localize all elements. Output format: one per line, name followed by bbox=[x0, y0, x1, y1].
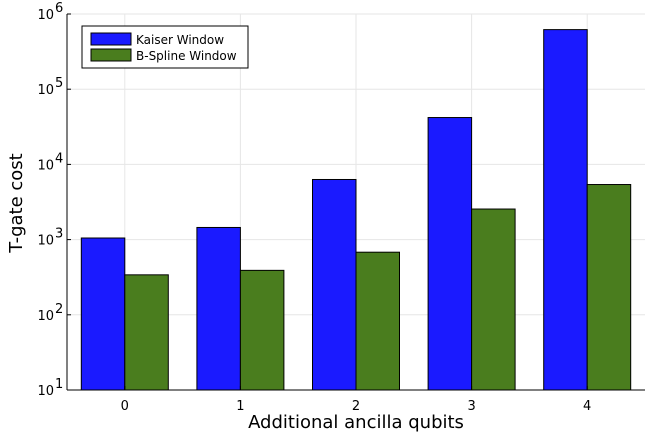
bar-kaiser-window-2 bbox=[312, 178, 357, 391]
y-tick-label-3: 10 bbox=[37, 158, 54, 173]
y-tick-exponent-5: 6 bbox=[55, 1, 63, 16]
bar-kaiser-window-0 bbox=[80, 237, 126, 391]
x-tick-label-3: 3 bbox=[467, 399, 475, 414]
bar-b-spline-window-0 bbox=[124, 274, 169, 391]
bar-b-spline-window-1 bbox=[239, 269, 285, 391]
legend-label-0: Kaiser Window bbox=[136, 33, 224, 47]
x-tick-label-1: 1 bbox=[236, 399, 244, 414]
bar-kaiser-window-1 bbox=[196, 226, 241, 391]
ticks: 10 110 210 310 410 510 60 1 2 3 4 bbox=[37, 1, 591, 414]
y-tick-exponent-2: 3 bbox=[55, 227, 63, 242]
legend: Kaiser Window B-Spline Window bbox=[81, 25, 249, 69]
x-tick-label-0: 0 bbox=[121, 399, 129, 414]
y-tick-exponent-0: 1 bbox=[55, 377, 63, 392]
legend-label-1: B-Spline Window bbox=[136, 49, 237, 63]
bar-b-spline-window-2 bbox=[355, 251, 400, 391]
y-tick-label-0: 10 bbox=[37, 384, 54, 399]
y-tick-exponent-1: 2 bbox=[55, 302, 63, 317]
x-axis-label: Additional ancilla qubits bbox=[248, 412, 464, 432]
y-tick-label-5: 10 bbox=[37, 8, 54, 23]
x-tick-label-4: 4 bbox=[583, 399, 591, 414]
y-tick-label-1: 10 bbox=[37, 309, 54, 324]
bars bbox=[80, 29, 632, 391]
y-tick-label-4: 10 bbox=[37, 83, 54, 98]
y-axis-label: T-gate cost bbox=[6, 153, 27, 254]
bar-b-spline-window-4 bbox=[586, 184, 632, 391]
bar-kaiser-window-4 bbox=[543, 29, 588, 391]
y-tick-exponent-4: 5 bbox=[55, 76, 63, 91]
legend-swatch-0 bbox=[90, 32, 132, 46]
y-tick-exponent-3: 4 bbox=[55, 151, 63, 166]
bar-b-spline-window-3 bbox=[471, 208, 516, 391]
legend-swatch-1 bbox=[90, 48, 132, 62]
y-tick-label-2: 10 bbox=[37, 234, 54, 249]
x-tick-label-2: 2 bbox=[352, 399, 360, 414]
bar-kaiser-window-3 bbox=[427, 117, 473, 391]
